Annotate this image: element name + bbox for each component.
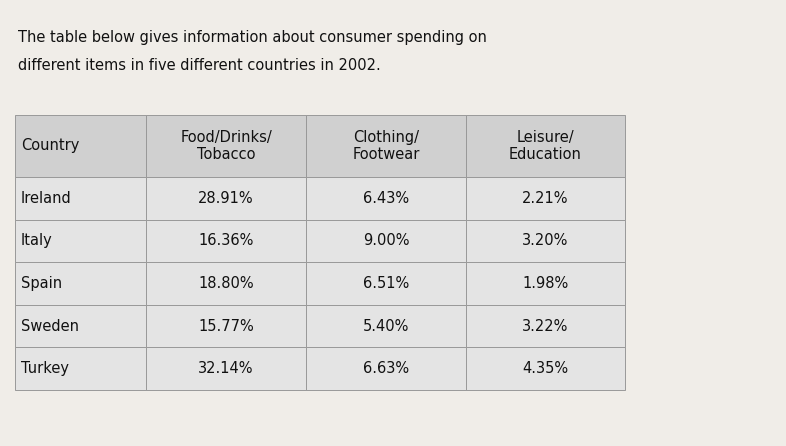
Bar: [306, 219, 466, 262]
Text: 3.22%: 3.22%: [522, 318, 568, 334]
Bar: [146, 219, 306, 262]
Text: Ireland: Ireland: [21, 191, 72, 206]
Bar: [146, 347, 306, 390]
Bar: [306, 262, 466, 305]
Bar: [306, 347, 466, 390]
Bar: [466, 219, 625, 262]
Text: Turkey: Turkey: [21, 361, 69, 376]
Text: Clothing/
Footwear: Clothing/ Footwear: [352, 130, 420, 162]
Bar: [15, 219, 146, 262]
Bar: [466, 115, 625, 177]
Text: 32.14%: 32.14%: [198, 361, 254, 376]
Text: 5.40%: 5.40%: [362, 318, 409, 334]
Bar: [146, 115, 306, 177]
Text: 15.77%: 15.77%: [198, 318, 254, 334]
Bar: [306, 115, 466, 177]
Bar: [466, 347, 625, 390]
Text: different items in five different countries in 2002.: different items in five different countr…: [18, 58, 380, 73]
Text: 2.21%: 2.21%: [522, 191, 568, 206]
Text: Italy: Italy: [21, 233, 53, 248]
Bar: [15, 115, 146, 177]
Bar: [306, 305, 466, 347]
Text: 9.00%: 9.00%: [362, 233, 410, 248]
Bar: [466, 177, 625, 219]
Text: 28.91%: 28.91%: [198, 191, 254, 206]
Text: 3.20%: 3.20%: [522, 233, 568, 248]
Text: Spain: Spain: [21, 276, 62, 291]
Bar: [146, 305, 306, 347]
Text: Country: Country: [21, 138, 79, 153]
Bar: [15, 305, 146, 347]
Text: 4.35%: 4.35%: [523, 361, 568, 376]
Bar: [306, 177, 466, 219]
Text: Food/Drinks/
Tobacco: Food/Drinks/ Tobacco: [180, 130, 272, 162]
Bar: [466, 305, 625, 347]
Text: The table below gives information about consumer spending on: The table below gives information about …: [18, 30, 487, 45]
Bar: [146, 177, 306, 219]
Text: 16.36%: 16.36%: [198, 233, 254, 248]
Text: 1.98%: 1.98%: [522, 276, 568, 291]
Bar: [466, 262, 625, 305]
Text: Sweden: Sweden: [21, 318, 79, 334]
Text: 6.63%: 6.63%: [363, 361, 409, 376]
Bar: [15, 177, 146, 219]
Text: Leisure/
Education: Leisure/ Education: [509, 130, 582, 162]
Text: 6.43%: 6.43%: [363, 191, 409, 206]
Text: 6.51%: 6.51%: [363, 276, 409, 291]
Bar: [15, 347, 146, 390]
Text: 18.80%: 18.80%: [198, 276, 254, 291]
Bar: [146, 262, 306, 305]
Bar: [15, 262, 146, 305]
